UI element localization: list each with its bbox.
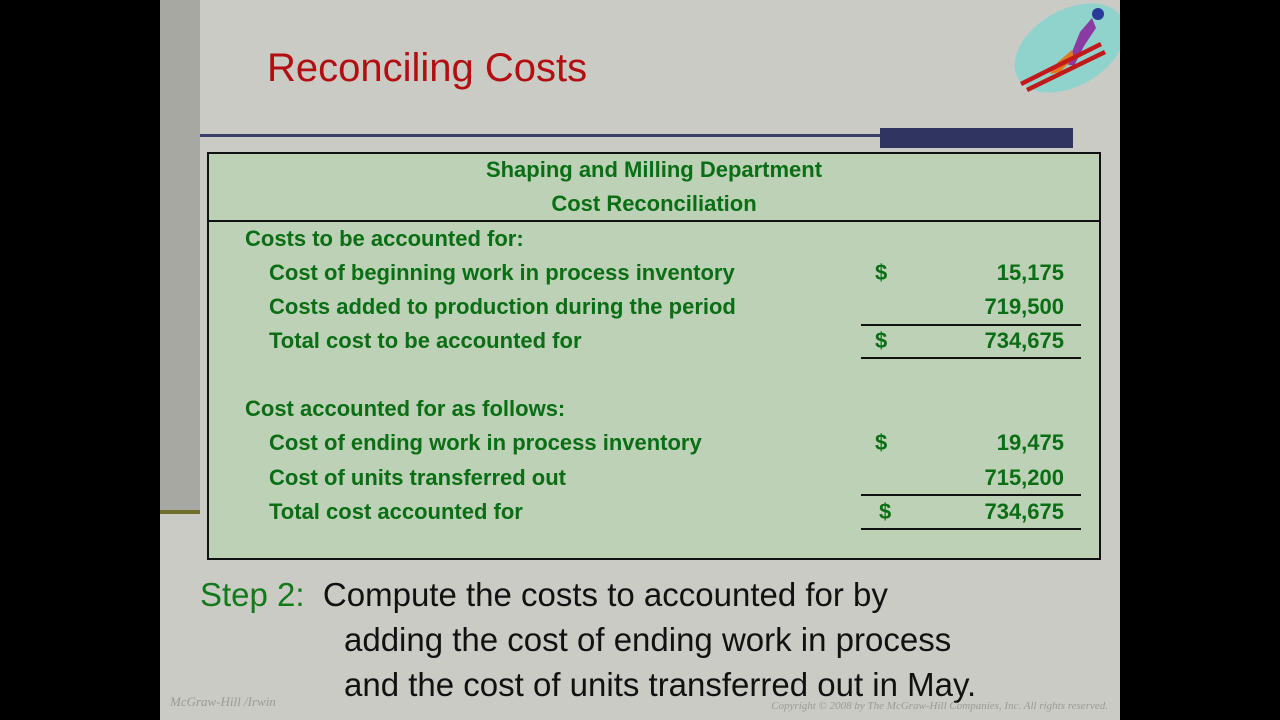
step-label: Step 2: [200,576,305,613]
row-dollar: $ [879,499,892,524]
row-dollar: $ [875,430,888,455]
step-line: Compute the costs to accounted for by [322,576,888,613]
table-heading-department: Shaping and Milling Department [485,157,823,182]
underline [861,324,1081,326]
row-label: Costs added to production during the per… [269,294,736,319]
underline [861,357,1081,359]
table-row: Total cost accounted for $734,675 [209,499,1099,529]
table-heading-title: Cost Reconciliation [551,191,757,216]
row-amount: 734,675 [984,499,1064,524]
section-heading: Cost accounted for as follows: [209,396,1099,426]
cost-reconciliation-table: Shaping and Milling Department Cost Reco… [207,152,1101,560]
table-row: Costs added to production during the per… [209,294,1099,324]
step-line: and the cost of units transferred out in… [344,666,977,703]
copyright-footer: Copyright © 2008 by The McGraw-Hill Comp… [771,700,1108,712]
left-accent-line [160,510,200,514]
ski-jumper-icon [1014,3,1120,93]
underline [861,528,1081,530]
row-label: Cost of units transferred out [269,465,567,490]
table-row: Cost of ending work in process inventory… [209,430,1099,460]
section-label: Cost accounted for as follows: [245,396,566,421]
table-row: Total cost to be accounted for $734,675 [209,328,1099,358]
section-heading: Costs to be accounted for: [209,226,1099,256]
publisher-footer: McGraw-Hill /Irwin [170,694,276,709]
title-rule [200,134,880,137]
step-text: Step 2: Compute the costs to accounted f… [200,572,976,707]
row-label: Total cost to be accounted for [269,328,582,353]
step-line: adding the cost of ending work in proces… [344,621,952,658]
row-label: Cost of ending work in process inventory [269,430,702,455]
row-label: Total cost accounted for [269,499,523,524]
table-row: Cost of units transferred out 715,200 [209,465,1099,495]
row-dollar: $ [875,260,888,285]
slide-title: Reconciling Costs [267,46,588,90]
section-label: Costs to be accounted for: [245,226,524,251]
row-amount: 15,175 [996,260,1064,285]
row-amount: 719,500 [984,294,1064,319]
slide: Reconciling Costs Shaping and Milling De… [160,0,1120,720]
row-label: Cost of beginning work in process invent… [269,260,735,285]
row-dollar: $ [875,328,888,353]
title-rule-block [880,128,1073,148]
row-amount: 715,200 [984,465,1064,490]
row-amount: 734,675 [984,328,1064,353]
underline [861,494,1081,496]
row-amount: 19,475 [996,430,1064,455]
left-accent-bar [160,0,200,512]
table-row: Cost of beginning work in process invent… [209,260,1099,290]
header-divider [209,220,1099,222]
